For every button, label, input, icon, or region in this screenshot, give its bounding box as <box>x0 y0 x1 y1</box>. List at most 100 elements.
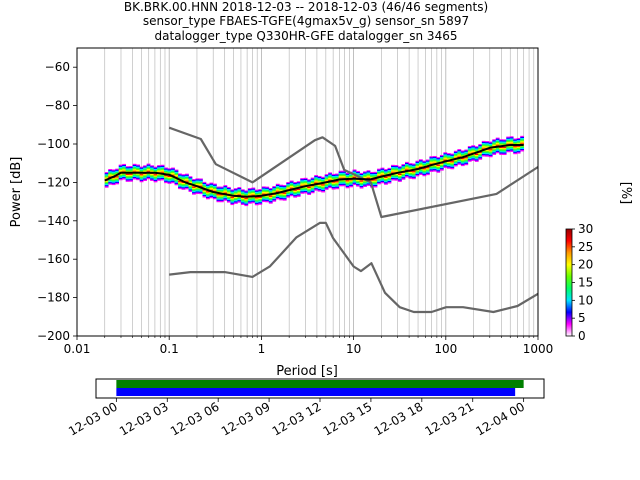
density-cell <box>296 183 301 185</box>
density-cell <box>164 179 168 181</box>
density-cell <box>411 172 416 174</box>
density-cell <box>254 197 259 199</box>
x-tick-label: 0.01 <box>64 342 91 356</box>
density-cell <box>118 178 123 181</box>
density-cell <box>513 146 518 148</box>
density-cell <box>478 157 483 159</box>
density-cell <box>247 191 252 193</box>
density-cell <box>136 177 140 180</box>
density-cell <box>160 176 165 179</box>
density-cell <box>509 138 514 140</box>
density-cell <box>268 200 273 202</box>
density-cell <box>118 169 123 171</box>
density-cell <box>143 176 147 178</box>
density-cell <box>485 150 490 153</box>
density-cell <box>411 173 416 175</box>
density-cell <box>394 165 399 167</box>
density-cell <box>321 185 326 187</box>
density-cell <box>108 169 113 171</box>
density-cell <box>516 140 521 142</box>
density-cell <box>223 196 228 198</box>
density-cell <box>188 186 193 188</box>
density-cell <box>317 185 322 188</box>
density-cell <box>359 187 364 189</box>
density-cell <box>460 164 465 167</box>
density-cell <box>453 162 458 165</box>
density-cell <box>150 165 154 167</box>
density-cell <box>408 174 413 176</box>
density-cell <box>401 176 406 178</box>
density-cell <box>352 183 357 186</box>
density-cell <box>216 199 221 202</box>
density-cell <box>136 174 140 176</box>
density-cell <box>443 153 448 155</box>
density-cell <box>160 177 165 180</box>
density-cell <box>471 146 476 148</box>
y-tick-label: −200 <box>37 329 70 343</box>
density-cell <box>418 163 423 166</box>
density-cell <box>495 142 500 144</box>
density-cell <box>122 164 127 167</box>
density-cell <box>111 170 116 172</box>
density-cell <box>209 194 214 197</box>
density-cell <box>282 186 287 188</box>
density-cell <box>467 149 472 151</box>
density-cell <box>286 196 291 198</box>
density-cell <box>520 150 525 152</box>
density-cell <box>380 179 385 182</box>
density-cell <box>342 176 346 178</box>
density-cell <box>310 186 315 188</box>
density-cell <box>185 185 189 188</box>
density-cell <box>192 180 196 182</box>
density-cell <box>233 188 238 190</box>
density-cell <box>125 166 130 168</box>
density-cell <box>226 201 231 203</box>
density-cell <box>118 167 123 170</box>
density-cell <box>335 183 339 185</box>
density-cell <box>499 149 504 151</box>
density-cell <box>446 158 451 160</box>
density-cell <box>279 195 284 198</box>
density-cell <box>261 196 266 198</box>
density-cell <box>199 181 203 184</box>
density-cell <box>125 174 130 177</box>
density-cell <box>460 153 465 156</box>
density-cell <box>408 171 413 174</box>
density-cell <box>300 183 305 185</box>
density-cell <box>293 186 298 188</box>
density-cell <box>230 190 235 192</box>
density-cell <box>265 189 270 192</box>
density-cell <box>509 140 514 143</box>
density-cell <box>495 151 500 154</box>
density-cell <box>240 201 245 203</box>
density-cell <box>335 186 339 189</box>
density-cell <box>167 171 172 173</box>
density-cell <box>384 178 388 181</box>
density-cell <box>363 181 367 183</box>
colorbar-scale <box>565 228 573 337</box>
density-cell <box>380 170 385 173</box>
density-cell <box>157 173 161 176</box>
density-cell <box>478 148 483 150</box>
density-cell <box>321 184 326 186</box>
density-cell <box>380 177 385 179</box>
density-cell <box>272 197 277 199</box>
density-cell <box>223 194 228 197</box>
density-cell <box>164 180 168 183</box>
x-tick-label: 100 <box>434 342 457 356</box>
density-cell <box>359 179 364 181</box>
density-cell <box>366 183 371 185</box>
density-cell <box>425 159 430 161</box>
density-cell <box>342 184 346 187</box>
density-cell <box>317 189 322 191</box>
density-cell <box>206 192 210 194</box>
density-cell <box>429 161 434 164</box>
density-cell <box>279 185 284 188</box>
density-cell <box>216 200 221 203</box>
density-cell <box>352 170 357 172</box>
density-cell <box>335 173 339 175</box>
density-cell <box>258 203 263 205</box>
density-cell <box>275 190 280 192</box>
density-cell <box>310 191 315 194</box>
